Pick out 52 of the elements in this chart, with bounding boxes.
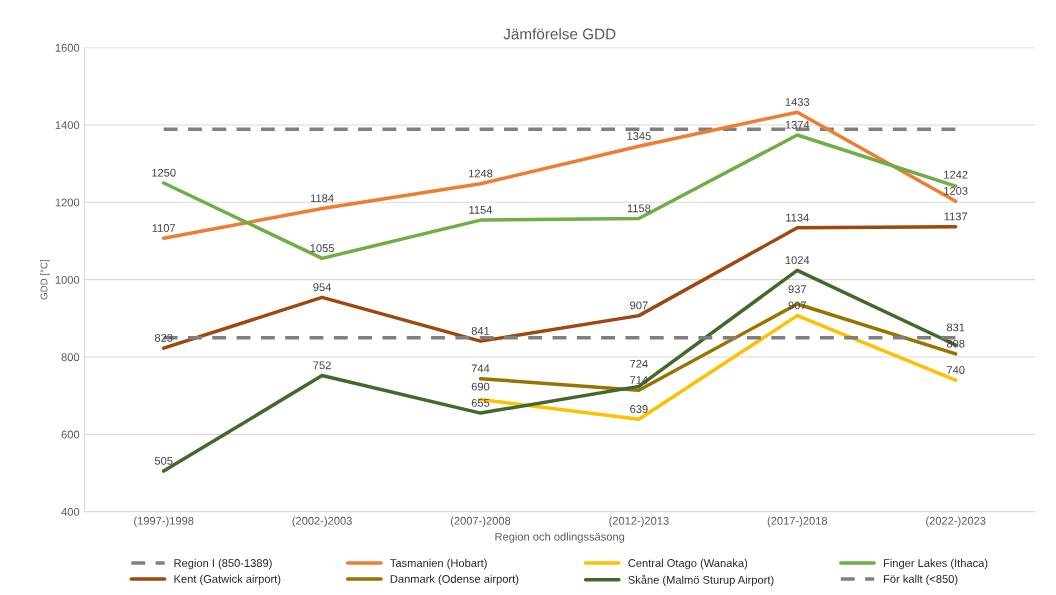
legend-label: Danmark (Odense airport): [390, 574, 519, 586]
y-tick-label: 1600: [55, 43, 80, 52]
data-label: 1345: [627, 132, 651, 140]
legend-label: För kallt (<850): [883, 574, 958, 586]
y-axis-title: GDD [°C]: [40, 260, 50, 300]
legend-label: Kent (Gatwick airport): [174, 574, 281, 586]
legend-label: Skåne (Malmö Sturup Airport): [628, 574, 774, 586]
data-label: 752: [313, 361, 331, 370]
data-label: 1137: [944, 212, 968, 221]
x-tick-label: (2007-)2008: [450, 516, 511, 527]
data-label: 655: [471, 398, 490, 407]
data-label: 1024: [785, 256, 810, 265]
x-tick-label: (2012-)2013: [609, 516, 669, 527]
legend-label: Finger Lakes (Ithaca): [883, 558, 988, 570]
data-label: 724: [630, 359, 648, 368]
data-label: 954: [313, 283, 332, 292]
data-label: 1374: [785, 120, 810, 129]
data-label: 1154: [469, 206, 493, 214]
x-tick-label: (2017-)2018: [767, 516, 828, 527]
y-tick-label: 800: [61, 353, 80, 362]
data-label: 1433: [785, 98, 810, 106]
data-label: 744: [471, 364, 490, 373]
x-tick-label: (1997-)1998: [134, 516, 194, 527]
data-label: 831: [946, 323, 965, 332]
legend-label: Central Otago (Wanaka): [628, 558, 748, 570]
data-label: 740: [946, 366, 965, 374]
data-label: 1250: [152, 168, 176, 177]
data-label: 639: [630, 405, 648, 413]
x-tick-label: (2022-)2023: [926, 516, 986, 527]
y-tick-label: 1000: [55, 275, 80, 284]
data-label: 1158: [627, 204, 651, 213]
x-tick-label: (2002-)2003: [292, 516, 352, 527]
y-tick-label: 1400: [55, 121, 80, 130]
legend-label: Tasmanien (Hobart): [390, 558, 487, 570]
y-tick-label: 1200: [55, 198, 80, 207]
legend-label: Region I (850-1389): [174, 558, 272, 570]
data-label: 1107: [152, 224, 176, 232]
data-label: 841: [471, 326, 490, 335]
data-label: 1055: [310, 244, 334, 253]
data-label: 1203: [944, 186, 968, 195]
chart-title: Jämförelse GDD: [503, 28, 616, 40]
y-tick-label: 600: [61, 430, 80, 439]
data-label: 1242: [944, 170, 968, 179]
y-tick-label: 400: [61, 507, 80, 516]
data-label: 907: [630, 301, 648, 310]
x-axis-title: Region och odlingssäsong: [495, 532, 625, 543]
data-label: 1248: [468, 169, 493, 178]
data-label: 690: [471, 382, 490, 391]
data-label: 505: [154, 456, 173, 465]
data-label: 1184: [310, 194, 334, 203]
data-label: 937: [788, 285, 806, 294]
data-label: 1134: [786, 213, 809, 222]
